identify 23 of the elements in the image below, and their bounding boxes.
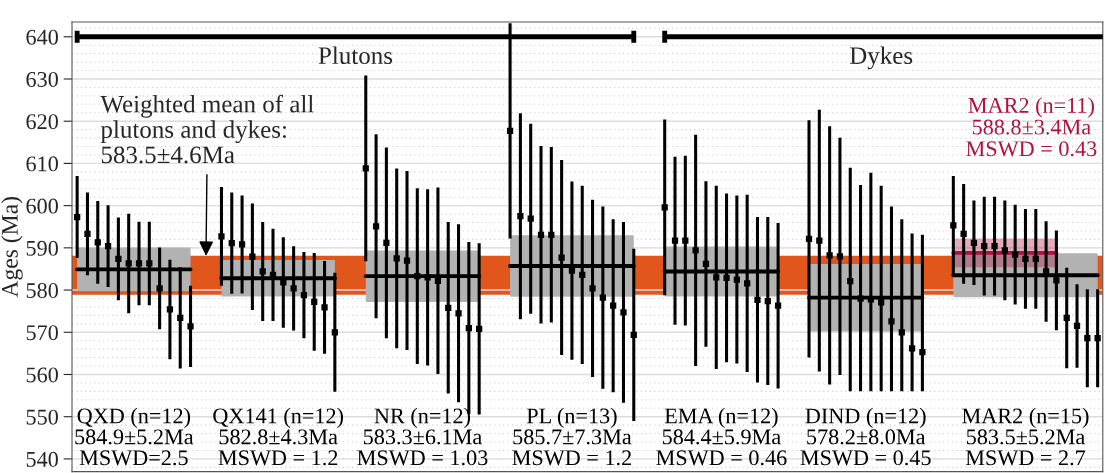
y-tick-label: 620 (26, 114, 58, 130)
annotation: DIND (n=12) 578.2±8.0Ma MSWD = 0.45 (800, 407, 931, 466)
text: MAR2 (n=11) 588.8±3.4Ma MSWD = 0.43 (966, 97, 1097, 157)
y-tick-label: 550 (26, 409, 58, 425)
y-tick-label: 590 (26, 240, 58, 256)
annotation: QXD (n=12) 584.9±5.2Ma MSWD=2.5 (75, 407, 194, 466)
annotation: MAR2 (n=15) 583.5±5.2Ma MSWD = 2.7 (962, 407, 1089, 466)
y-tick-label: 640 (26, 29, 58, 45)
y-tick-label: 540 (26, 451, 58, 467)
annotation: NR (n=12) 583.3±6.1Ma MSWD = 1.03 (357, 407, 488, 466)
y-axis-title: Ages (Ma) (1, 197, 23, 298)
annotation: EMA (n=12) 584.4±5.9Ma MSWD = 0.46 (656, 407, 787, 466)
y-tick-label: 610 (26, 156, 58, 172)
annotation: QX141 (n=12) 582.8±4.3Ma MSWD = 1.2 (213, 407, 344, 466)
y-tick-label: 560 (26, 367, 58, 383)
annotation: Plutons (318, 46, 393, 65)
annotation: PL (n=13) 585.7±7.3Ma MSWD = 1.2 (512, 407, 632, 466)
y-tick-label: 570 (26, 325, 58, 341)
band-label: Weighted mean of all plutons and dykes: 583.5±4.6Ma (100, 94, 314, 164)
annotation: Dykes (849, 46, 913, 70)
y-tick-label: 630 (26, 71, 58, 87)
y-tick-label: 580 (26, 282, 58, 298)
y-tick-label: 600 (26, 198, 58, 214)
